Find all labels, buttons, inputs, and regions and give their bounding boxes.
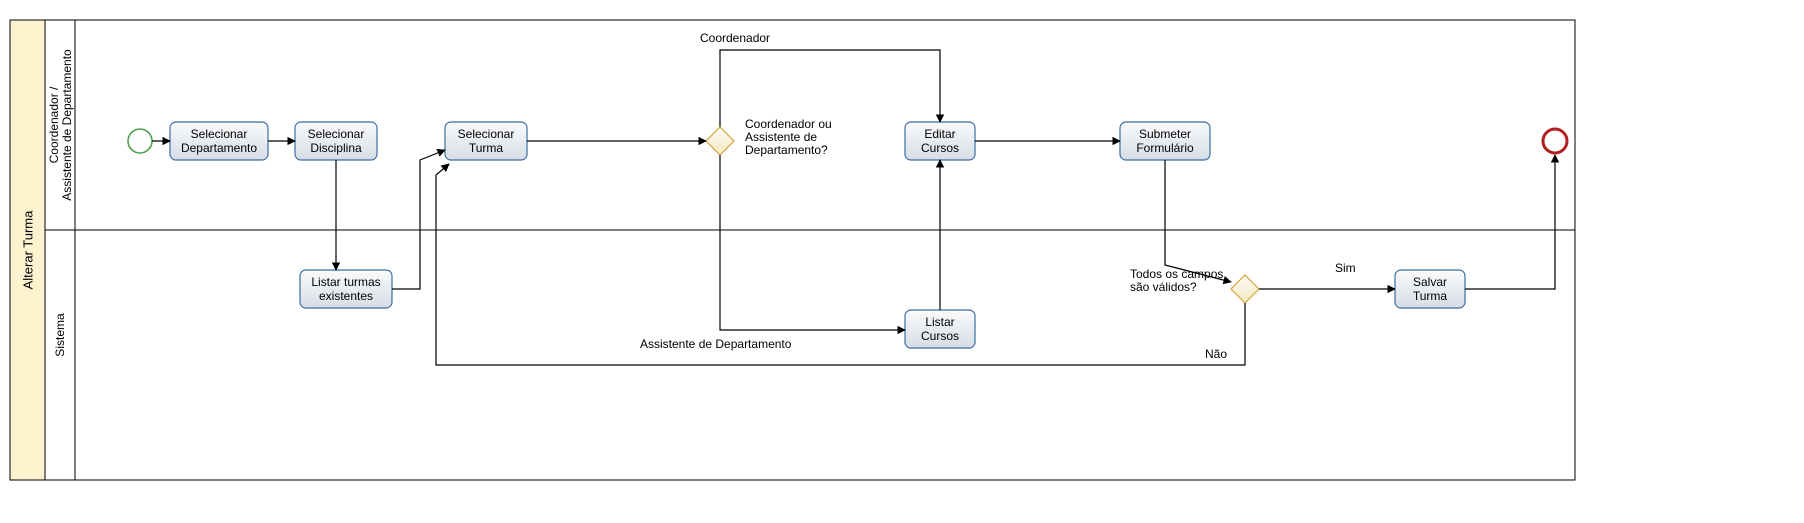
svg-text:SalvarTurma: SalvarTurma xyxy=(1413,275,1448,303)
end-event xyxy=(1543,129,1567,153)
svg-text:Não: Não xyxy=(1205,347,1227,361)
lane-label: Sistema xyxy=(53,313,67,357)
svg-text:Coordenador ouAssistente deDep: Coordenador ouAssistente deDepartamento? xyxy=(745,117,832,157)
sequence-flow xyxy=(1465,155,1555,289)
sequence-flow xyxy=(392,150,445,289)
lanes-container xyxy=(45,20,1575,480)
svg-text:Todos os campossão válidos?: Todos os campossão válidos? xyxy=(1130,267,1223,294)
gateway-g2 xyxy=(1231,275,1259,303)
start-event xyxy=(128,129,152,153)
sequence-flow xyxy=(436,164,1245,365)
gateway-g1 xyxy=(706,127,734,155)
sequence-flow xyxy=(720,155,905,330)
svg-text:Listar turmasexistentes: Listar turmasexistentes xyxy=(311,275,380,303)
svg-text:Sim: Sim xyxy=(1335,261,1356,275)
svg-text:SelecionarDepartamento: SelecionarDepartamento xyxy=(181,127,257,155)
svg-text:Coordenador: Coordenador xyxy=(700,31,770,45)
svg-text:EditarCursos: EditarCursos xyxy=(921,127,959,155)
pool-title: Alterar Turma xyxy=(21,210,36,290)
svg-text:Sistema: Sistema xyxy=(53,313,67,357)
svg-text:ListarCursos: ListarCursos xyxy=(921,315,959,343)
sequence-flow xyxy=(720,50,940,127)
svg-text:SelecionarDisciplina: SelecionarDisciplina xyxy=(308,127,365,155)
svg-text:SubmeterFormulário: SubmeterFormulário xyxy=(1136,127,1194,155)
bpmn-diagram: Alterar TurmaCoordenador /Assistente de … xyxy=(0,0,1804,523)
svg-text:Assistente de Departamento: Assistente de Departamento xyxy=(640,337,792,351)
sequence-flow xyxy=(1165,160,1231,282)
